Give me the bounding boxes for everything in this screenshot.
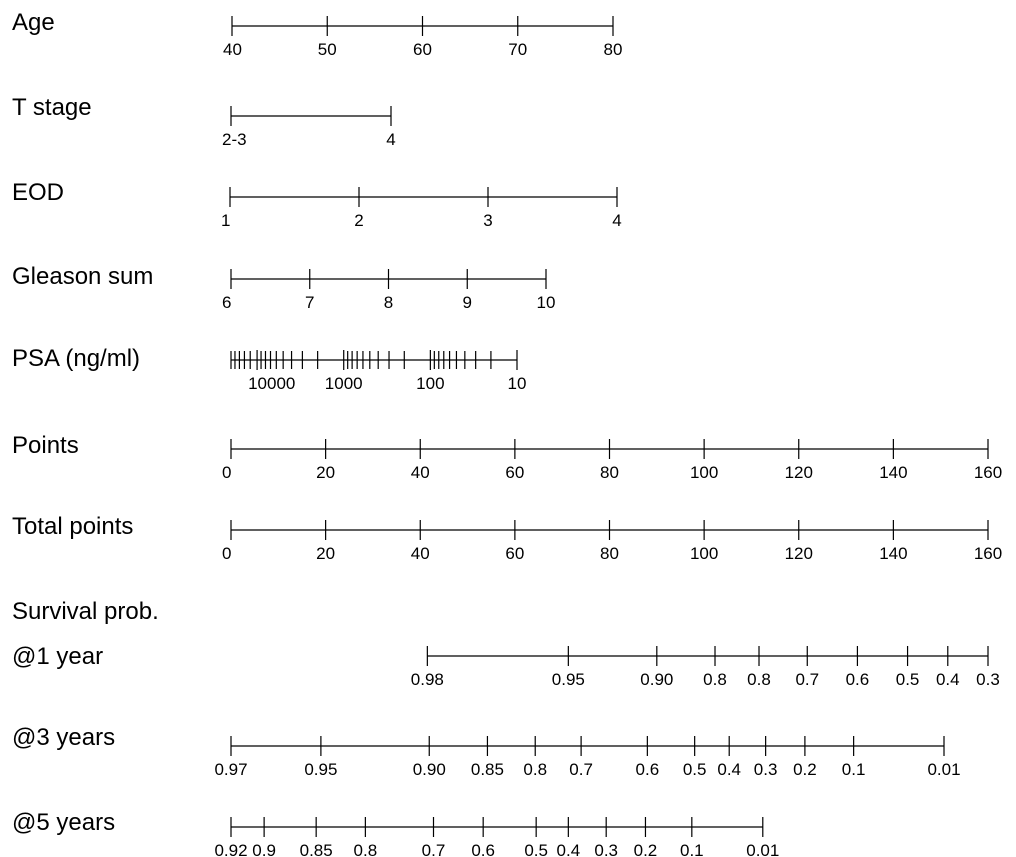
- tick-label: 100: [690, 463, 718, 482]
- tick-label: 0.2: [793, 760, 817, 779]
- tick-label: 0.85: [300, 841, 333, 857]
- tick-label: 0.4: [717, 760, 741, 779]
- tick-label: 10: [537, 293, 556, 312]
- row-label-3-years: @3 years: [12, 724, 115, 751]
- tick-label: 0.6: [846, 670, 870, 689]
- tick-label: 60: [505, 463, 524, 482]
- tick-label: 4: [612, 211, 621, 230]
- tick-label: 0.6: [636, 760, 660, 779]
- tick-label: 8: [384, 293, 393, 312]
- tick-label: 9: [463, 293, 472, 312]
- tick-label: 140: [879, 544, 907, 563]
- tick-label: 1000: [325, 374, 363, 393]
- tick-label: 4: [386, 130, 395, 149]
- tick-label: 60: [505, 544, 524, 563]
- tick-label: 140: [879, 463, 907, 482]
- tick-label: 120: [785, 544, 813, 563]
- row-label-eod: EOD: [12, 179, 64, 206]
- row-label-t-stage: T stage: [12, 94, 92, 121]
- tick-label: 0.01: [746, 841, 779, 857]
- tick-label: 160: [974, 544, 1002, 563]
- row-label-age: Age: [12, 9, 55, 36]
- tick-label: 0.6: [471, 841, 495, 857]
- tick-label: 0.01: [927, 760, 960, 779]
- tick-label: 50: [318, 40, 337, 59]
- tick-label: 0.3: [754, 760, 778, 779]
- tick-label: 20: [316, 544, 335, 563]
- tick-label: 80: [600, 463, 619, 482]
- tick-label: 40: [223, 40, 242, 59]
- tick-label: 0.95: [552, 670, 585, 689]
- tick-label: 0.90: [413, 760, 446, 779]
- tick-label: 0.8: [747, 670, 771, 689]
- tick-label: 0.92: [214, 841, 247, 857]
- tick-label: 3: [483, 211, 492, 230]
- survival-prob-label: Survival prob.: [12, 598, 159, 625]
- tick-label: 0.1: [842, 760, 866, 779]
- tick-label: 0.2: [634, 841, 658, 857]
- row-label-gleason-sum: Gleason sum: [12, 263, 153, 290]
- row-label-total-points: Total points: [12, 513, 133, 540]
- tick-label: 0.97: [214, 760, 247, 779]
- tick-label: 0.7: [795, 670, 819, 689]
- tick-label: 0.4: [936, 670, 960, 689]
- tick-label: 0.3: [594, 841, 618, 857]
- row-label-1-year: @1 year: [12, 643, 103, 670]
- tick-label: 2: [354, 211, 363, 230]
- tick-label: 0.4: [557, 841, 581, 857]
- tick-label: 100: [690, 544, 718, 563]
- tick-label: 80: [600, 544, 619, 563]
- tick-label: 0.85: [471, 760, 504, 779]
- tick-label: 1: [221, 211, 230, 230]
- tick-label: 0.5: [524, 841, 548, 857]
- tick-label: 160: [974, 463, 1002, 482]
- tick-label: 0: [222, 544, 231, 563]
- tick-label: 70: [508, 40, 527, 59]
- row-label-points: Points: [12, 432, 79, 459]
- tick-label: 10: [508, 374, 527, 393]
- tick-label: 0: [222, 463, 231, 482]
- row-label-psa-ng-ml: PSA (ng/ml): [12, 345, 140, 372]
- tick-label: 0.7: [422, 841, 446, 857]
- tick-label: 0.3: [976, 670, 1000, 689]
- tick-label: 7: [305, 293, 314, 312]
- tick-label: 40: [411, 463, 430, 482]
- tick-label: 0.7: [569, 760, 593, 779]
- tick-label: 0.9: [252, 841, 276, 857]
- tick-label: 20: [316, 463, 335, 482]
- tick-label: 10000: [248, 374, 295, 393]
- tick-label: 0.95: [304, 760, 337, 779]
- tick-label: 60: [413, 40, 432, 59]
- tick-label: 0.5: [896, 670, 920, 689]
- tick-label: 0.5: [683, 760, 707, 779]
- tick-label: 100: [416, 374, 444, 393]
- tick-label: 0.90: [640, 670, 673, 689]
- tick-label: 2-3: [222, 130, 247, 149]
- tick-label: 6: [222, 293, 231, 312]
- tick-label: 0.8: [703, 670, 727, 689]
- tick-label: 120: [785, 463, 813, 482]
- tick-label: 0.1: [680, 841, 704, 857]
- tick-label: 0.8: [354, 841, 378, 857]
- tick-label: 0.98: [411, 670, 444, 689]
- row-label-5-years: @5 years: [12, 809, 115, 836]
- tick-label: 40: [411, 544, 430, 563]
- tick-label: 80: [604, 40, 623, 59]
- tick-label: 0.8: [523, 760, 547, 779]
